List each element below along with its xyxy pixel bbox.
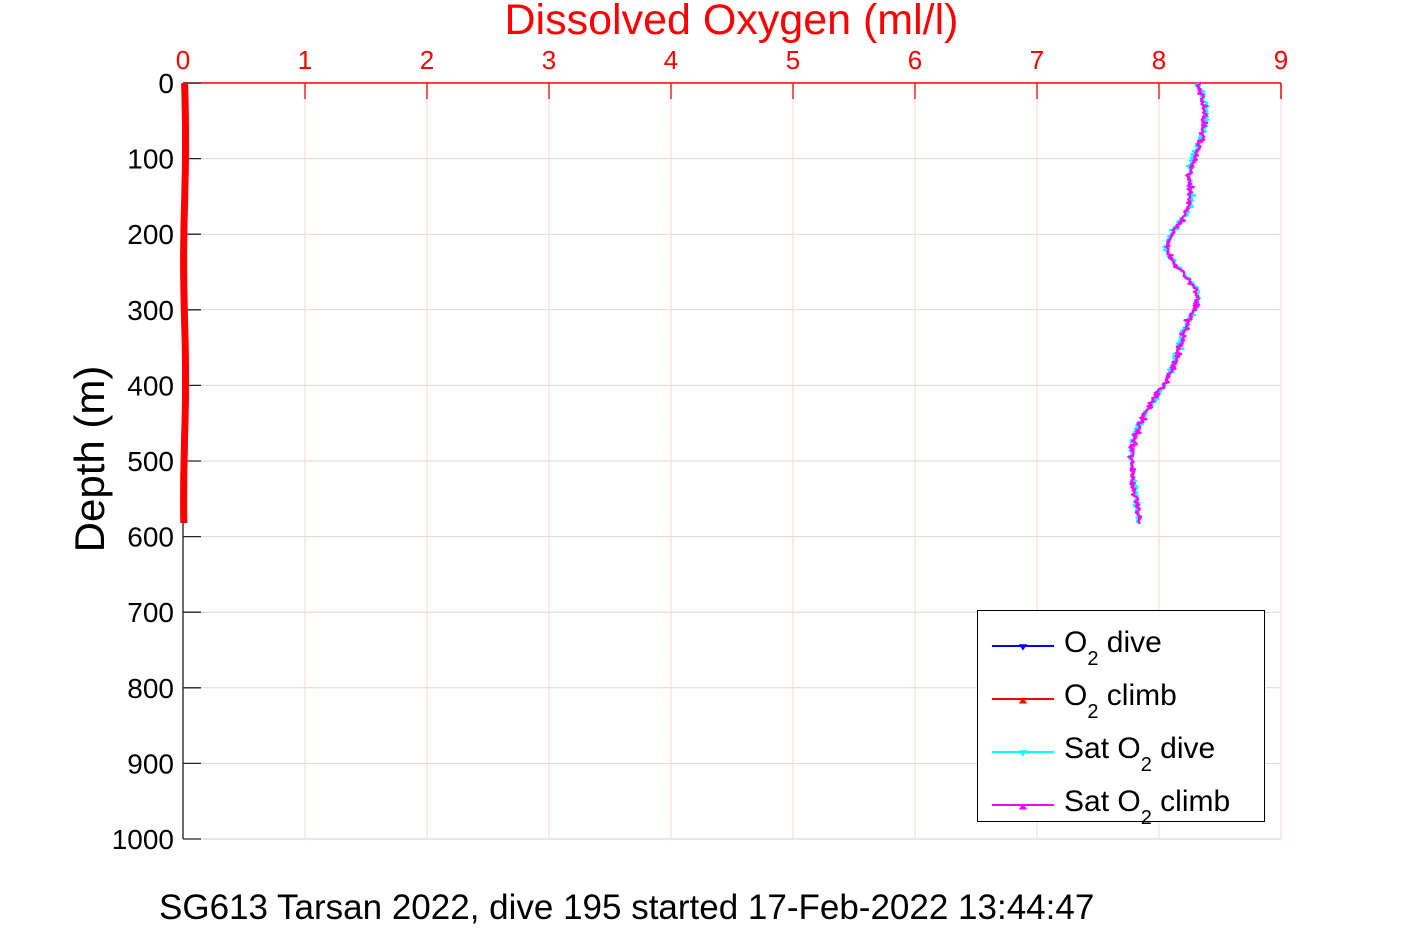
svg-text:400: 400 <box>127 370 174 401</box>
svg-text:2: 2 <box>420 45 434 75</box>
svg-text:9: 9 <box>1274 45 1288 75</box>
svg-text:300: 300 <box>127 295 174 326</box>
svg-text:3: 3 <box>542 45 556 75</box>
svg-text:0: 0 <box>176 45 190 75</box>
svg-text:4: 4 <box>664 45 678 75</box>
svg-text:200: 200 <box>127 219 174 250</box>
svg-text:900: 900 <box>127 748 174 779</box>
svg-text:500: 500 <box>127 446 174 477</box>
svg-text:0: 0 <box>158 68 174 99</box>
svg-text:8: 8 <box>1152 45 1166 75</box>
svg-text:600: 600 <box>127 522 174 553</box>
svg-text:6: 6 <box>908 45 922 75</box>
svg-text:5: 5 <box>786 45 800 75</box>
svg-text:800: 800 <box>127 673 174 704</box>
svg-text:1000: 1000 <box>112 824 174 855</box>
svg-text:700: 700 <box>127 597 174 628</box>
svg-text:100: 100 <box>127 144 174 175</box>
svg-text:1: 1 <box>298 45 312 75</box>
svg-text:7: 7 <box>1030 45 1044 75</box>
